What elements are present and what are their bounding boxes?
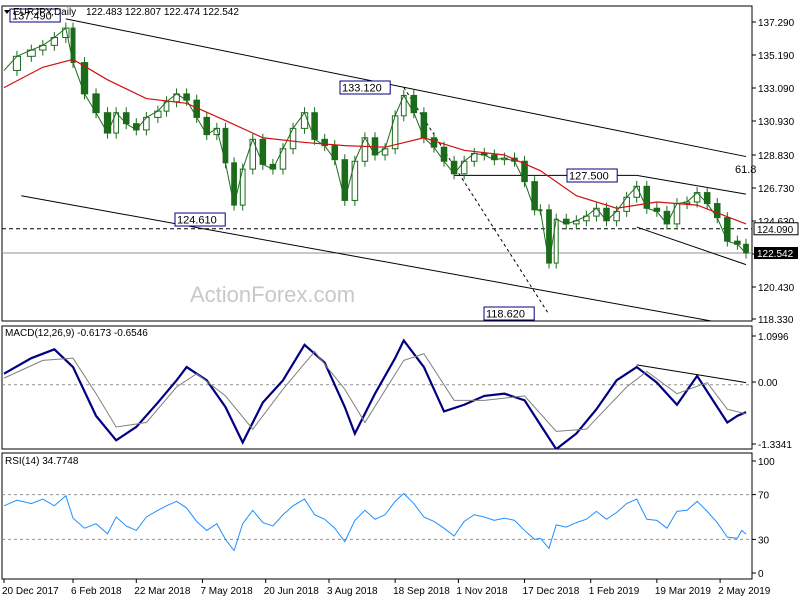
rsi-panel <box>2 492 752 552</box>
x-tick-label: 6 Feb 2018 <box>71 586 122 597</box>
channel-line <box>636 174 747 195</box>
watermark-text: ActionForex.com <box>190 282 355 307</box>
price-annotation: 137.490 <box>9 8 61 23</box>
annotation-label: 133.120 <box>342 83 382 95</box>
x-tick-label: 20 Dec 2017 <box>2 586 59 597</box>
x-tick-label: 19 Mar 2019 <box>655 586 712 597</box>
price-ohlc: 122.483 122.807 122.474 122.542 <box>86 7 239 18</box>
price-ma-line <box>3 58 747 225</box>
annotation-box <box>174 212 226 227</box>
x-tick-label: 1 Nov 2018 <box>456 586 508 597</box>
x-tick-label: 22 Mar 2018 <box>134 586 191 597</box>
axis-tag-label: 124.090 <box>757 225 794 236</box>
axis-tag-box <box>753 222 799 236</box>
channel-line <box>403 87 550 315</box>
price-annotation: 133.120 <box>339 80 391 95</box>
price-annotation: 127.500 <box>566 168 618 183</box>
macd-ytick-label: 1.0996 <box>758 332 789 343</box>
rsi-ytick-label: 70 <box>758 491 770 502</box>
macd-trend-line <box>636 364 747 384</box>
price-ytick-label: 133.090 <box>758 84 795 95</box>
channel-line <box>65 18 747 158</box>
macd-signal-line <box>3 350 747 432</box>
x-tick-label: 7 May 2018 <box>200 586 253 597</box>
price-title: EURJPY,Daily <box>13 7 76 18</box>
price-close-line <box>3 27 747 264</box>
price-ytick-label: 126.730 <box>758 184 795 195</box>
rsi-ytick-label: 0 <box>758 569 764 580</box>
annotation-box <box>566 168 618 183</box>
candle <box>546 204 552 269</box>
last-price-box <box>754 247 798 260</box>
price-ytick-label: 137.290 <box>758 18 795 29</box>
channel-line <box>636 226 747 266</box>
candle <box>341 154 349 206</box>
annotation-box <box>9 8 61 23</box>
price-panel <box>2 18 752 321</box>
title-dropdown-icon <box>4 10 10 14</box>
candle <box>231 157 237 211</box>
rsi-ytick-label: 100 <box>758 457 775 468</box>
price-annotation: 118.620 <box>483 306 535 321</box>
x-tick-label: 2 May 2019 <box>718 586 771 597</box>
x-tick-label: 20 Jun 2018 <box>264 586 319 597</box>
candle <box>351 155 359 206</box>
rsi-ytick-label: 30 <box>758 535 770 546</box>
annotation-label: 127.500 <box>569 171 609 183</box>
axis-tag-124090: 124.090 <box>753 222 799 236</box>
last-price-tag: 122.542 <box>754 247 798 260</box>
macd-ytick-label: 0.00 <box>758 378 778 389</box>
annotation-box <box>483 306 535 321</box>
macd-title: MACD(12,26,9) -0.6173 -0.6546 <box>5 328 148 339</box>
price-ytick-label: 120.430 <box>758 283 795 294</box>
price-annotation: 124.610 <box>174 212 226 227</box>
annotation-label: 124.610 <box>177 215 217 227</box>
price-ytick-label: 130.930 <box>758 117 795 128</box>
price-ytick-label: 118.330 <box>758 315 794 326</box>
x-tick-label: 18 Sep 2018 <box>393 586 450 597</box>
rsi-title: RSI(14) 34.7748 <box>5 456 79 467</box>
x-tick-label: 3 Aug 2018 <box>327 586 378 597</box>
annotation-label: 137.490 <box>12 11 52 23</box>
annotation-box <box>339 80 391 95</box>
panel-frame-macd <box>1 325 753 450</box>
panel-frame-price <box>1 5 753 322</box>
annotation-label: 118.620 <box>486 309 525 321</box>
macd-ytick-label: -1.3341 <box>758 440 792 451</box>
channel-line <box>21 195 715 321</box>
last-price-label: 122.542 <box>757 249 794 260</box>
panel-frame-rsi <box>1 452 753 580</box>
rsi-line <box>3 492 747 552</box>
price-ytick-label: 135.190 <box>758 51 795 62</box>
x-tick-label: 1 Feb 2019 <box>589 586 640 597</box>
x-tick-label: 17 Dec 2018 <box>523 586 580 597</box>
fib-618-label: 61.8 <box>735 164 756 176</box>
macd-panel <box>2 338 752 449</box>
price-ytick-label: 128.830 <box>758 151 795 162</box>
macd-line <box>3 338 747 449</box>
